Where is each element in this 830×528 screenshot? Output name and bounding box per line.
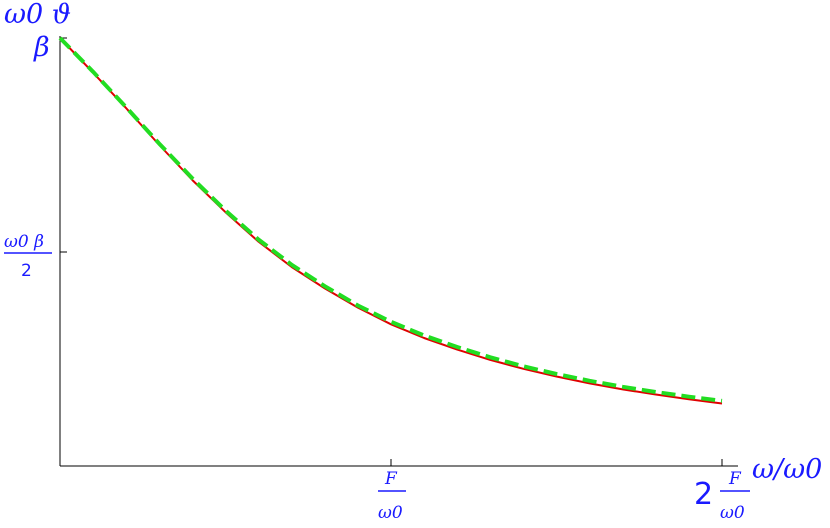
y-axis-label: ω0 ϑ	[4, 0, 71, 30]
y-axis-sub-label: β	[33, 32, 50, 63]
x-tick-label-2-num: F	[728, 469, 742, 489]
x-tick-label-1-den: ω0	[378, 503, 403, 523]
x-tick-label-2-den: ω0	[720, 503, 745, 523]
y-tick-label-num: ω0 β	[4, 232, 44, 252]
y-tick-label-den: 2	[21, 261, 32, 281]
x-axis-label: ω/ω0	[752, 454, 822, 485]
x-tick-label-2-coef: 2	[694, 477, 713, 512]
series-line-2	[58, 36, 723, 403]
x-tick-label-1-num: F	[384, 469, 398, 489]
series-layer	[58, 36, 723, 405]
series-line-1	[59, 37, 723, 405]
